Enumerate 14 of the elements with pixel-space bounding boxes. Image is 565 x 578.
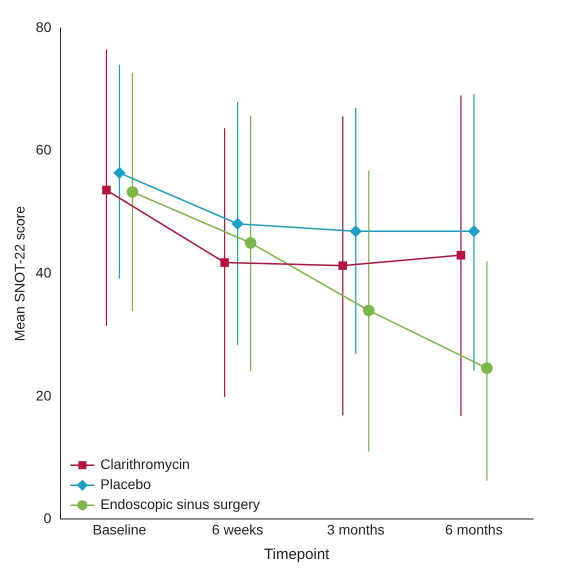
x-tick-label: 6 months — [445, 521, 503, 538]
y-tick-label: 40 — [36, 264, 52, 280]
x-tick-label: 6 weeks — [212, 521, 264, 538]
legend-label: Clarithromycin — [100, 456, 190, 472]
y-tick-label: 20 — [36, 387, 52, 404]
y-tick-label: 80 — [36, 18, 52, 35]
x-tick-label: 3 months — [326, 521, 385, 538]
x-tick-label: Baseline — [92, 521, 147, 538]
y-tick-label: 0 — [44, 510, 52, 526]
legend-label: Endoscopic sinus surgery — [100, 496, 260, 512]
x-axis-title: Timepoint — [264, 546, 330, 564]
legend-label: Placebo — [100, 476, 152, 492]
y-tick-label: 60 — [36, 142, 52, 158]
y-axis-title: Mean SNOT-22 score — [11, 206, 28, 342]
